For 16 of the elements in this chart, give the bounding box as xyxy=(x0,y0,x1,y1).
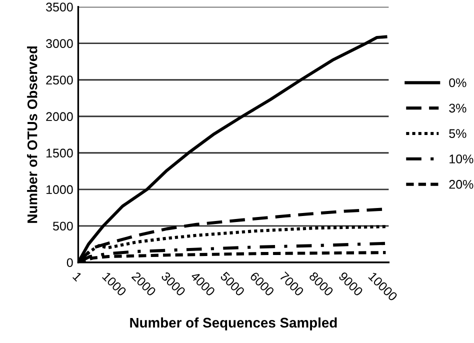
x-axis-title: Number of Sequences Sampled xyxy=(130,317,337,330)
y-tick-label: 0 xyxy=(66,258,73,268)
legend-label: 5% xyxy=(449,129,466,138)
y-tick-label: 500 xyxy=(52,222,73,231)
legend-label: 20% xyxy=(449,180,474,189)
legend-label: 3% xyxy=(449,104,466,113)
y-tick-label: 2500 xyxy=(46,76,73,85)
y-tick-label: 3500 xyxy=(46,2,73,12)
legend-label: 10% xyxy=(450,154,474,164)
y-tick-label: 2000 xyxy=(46,112,73,122)
y-tick-label: 3000 xyxy=(46,39,73,48)
y-tick-label: 1500 xyxy=(46,148,73,158)
x-tick-label: 1 xyxy=(72,272,82,282)
legend-label: 0% xyxy=(449,78,466,88)
y-axis-title: Number of OTUs Observed xyxy=(27,46,38,223)
y-tick-label: 1000 xyxy=(46,185,73,194)
